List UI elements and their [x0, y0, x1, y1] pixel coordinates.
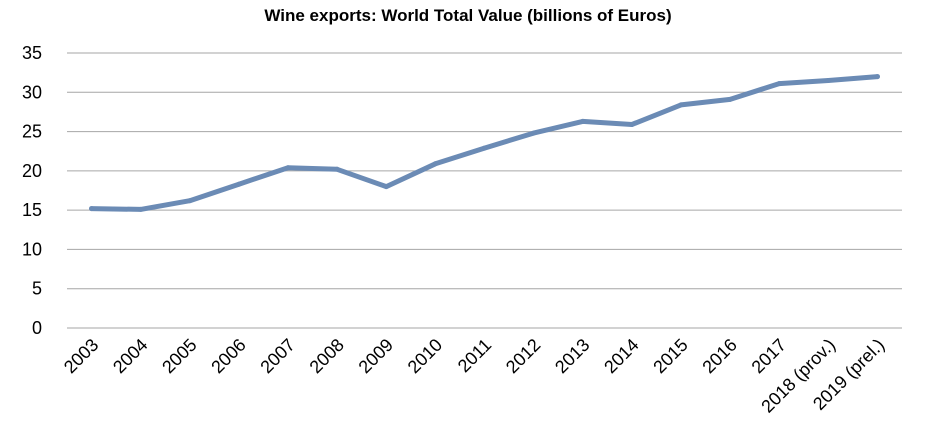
x-tick-label: 2003: [60, 335, 102, 377]
x-tick-label: 2012: [502, 335, 544, 377]
x-tick-label: 2015: [649, 335, 691, 377]
data-point: [285, 165, 291, 171]
x-tick-label: 2011: [454, 335, 496, 377]
y-tick-label: 30: [22, 82, 42, 102]
x-tick-label: 2009: [355, 335, 397, 377]
x-tick-label: 2007: [256, 335, 298, 377]
y-tick-label: 5: [32, 279, 42, 299]
data-point: [727, 96, 733, 102]
x-tick-label: 2014: [600, 335, 642, 377]
chart-title: Wine exports: World Total Value (billion…: [264, 6, 672, 25]
x-tick-label: 2016: [698, 335, 740, 377]
series-line: [89, 74, 880, 212]
data-point: [825, 78, 831, 83]
x-tick-label: 2008: [306, 335, 348, 377]
y-tick-label: 15: [22, 200, 42, 220]
data-point: [432, 161, 438, 167]
x-tick-label: 2017: [748, 335, 790, 377]
data-point: [531, 130, 537, 136]
data-point: [187, 198, 193, 204]
y-tick-label: 10: [22, 239, 42, 259]
data-point: [580, 118, 586, 124]
x-tick-label: 2005: [158, 335, 200, 377]
data-point: [334, 166, 340, 172]
data-point: [383, 184, 389, 190]
data-point: [874, 74, 880, 80]
x-tick-label: 2013: [551, 335, 593, 377]
data-point: [678, 102, 684, 108]
data-point: [776, 81, 782, 87]
y-tick-label: 35: [22, 43, 42, 63]
data-point: [629, 122, 635, 127]
x-tick-label: 2006: [207, 335, 249, 377]
y-tick-label: 25: [22, 122, 42, 142]
data-point: [138, 206, 144, 212]
y-tick-label: 20: [22, 161, 42, 181]
data-point: [89, 206, 95, 212]
x-tick-label: 2010: [404, 335, 446, 377]
x-tick-label: 2004: [109, 335, 151, 377]
y-tick-label: 0: [32, 318, 42, 338]
data-point: [236, 181, 242, 187]
data-point: [482, 145, 487, 151]
